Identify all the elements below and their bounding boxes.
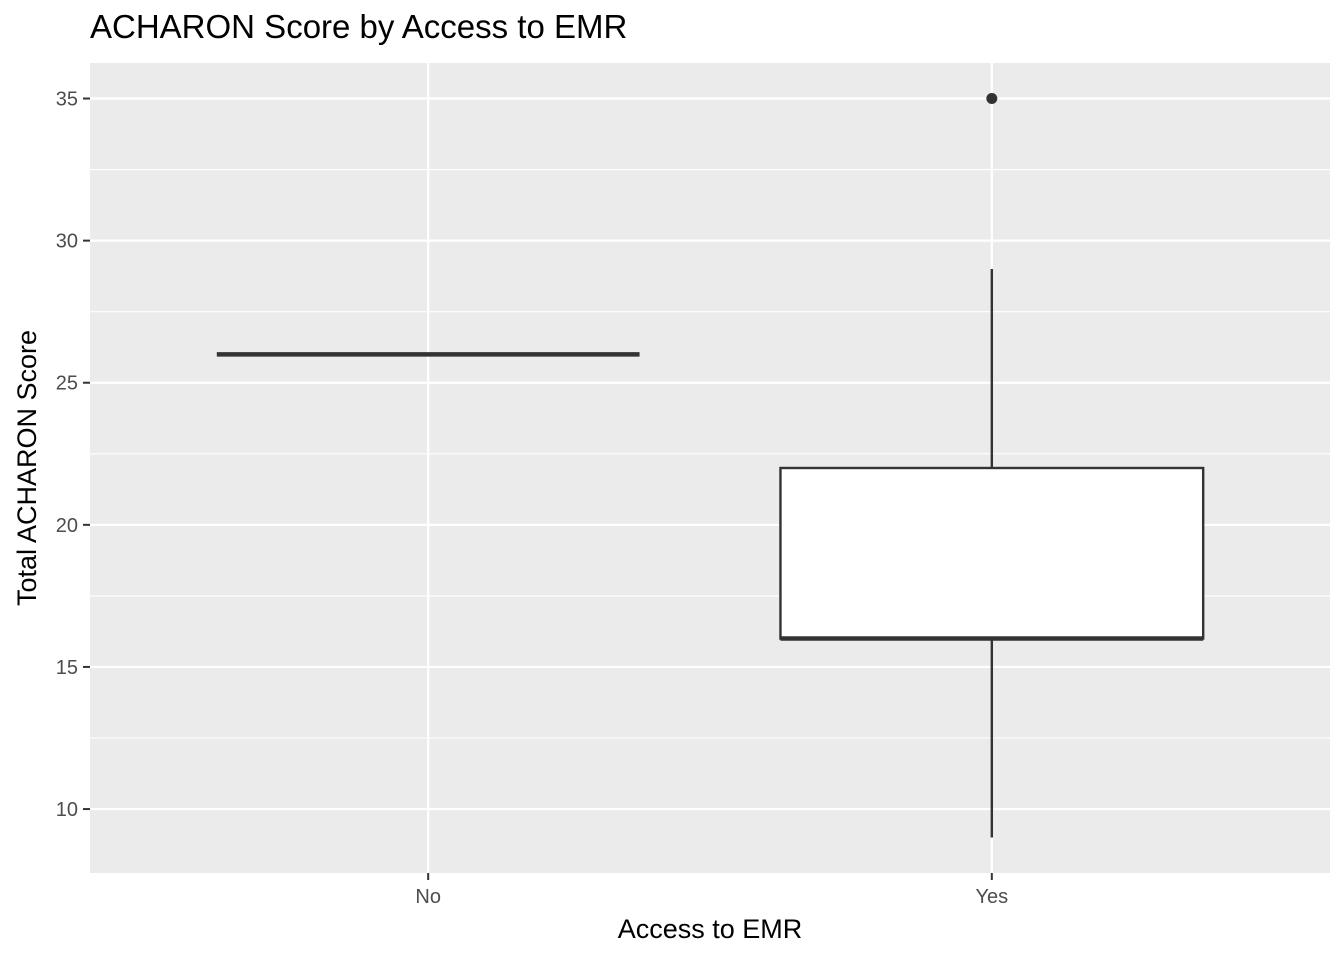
x-tick-label: No bbox=[415, 886, 441, 908]
y-tick-label: 15 bbox=[56, 657, 78, 679]
y-tick-label: 25 bbox=[56, 373, 78, 395]
box-iqr bbox=[779, 466, 1205, 640]
x-axis-title: Access to EMR bbox=[618, 914, 803, 944]
box-yes bbox=[779, 93, 1205, 838]
y-tick-label: 10 bbox=[56, 799, 78, 821]
chart-title: ACHARON Score by Access to EMR bbox=[90, 8, 628, 45]
y-axis-title: Total ACHARON Score bbox=[12, 330, 42, 606]
axes: 10 15 20 25 30 35 No Yes bbox=[56, 89, 1008, 908]
y-tick-label: 30 bbox=[56, 231, 78, 253]
y-tick-label: 20 bbox=[56, 515, 78, 537]
box-marks bbox=[216, 93, 1205, 838]
outlier-point bbox=[986, 93, 998, 105]
y-tick-label: 35 bbox=[56, 89, 78, 111]
x-tick-label: Yes bbox=[975, 886, 1008, 908]
